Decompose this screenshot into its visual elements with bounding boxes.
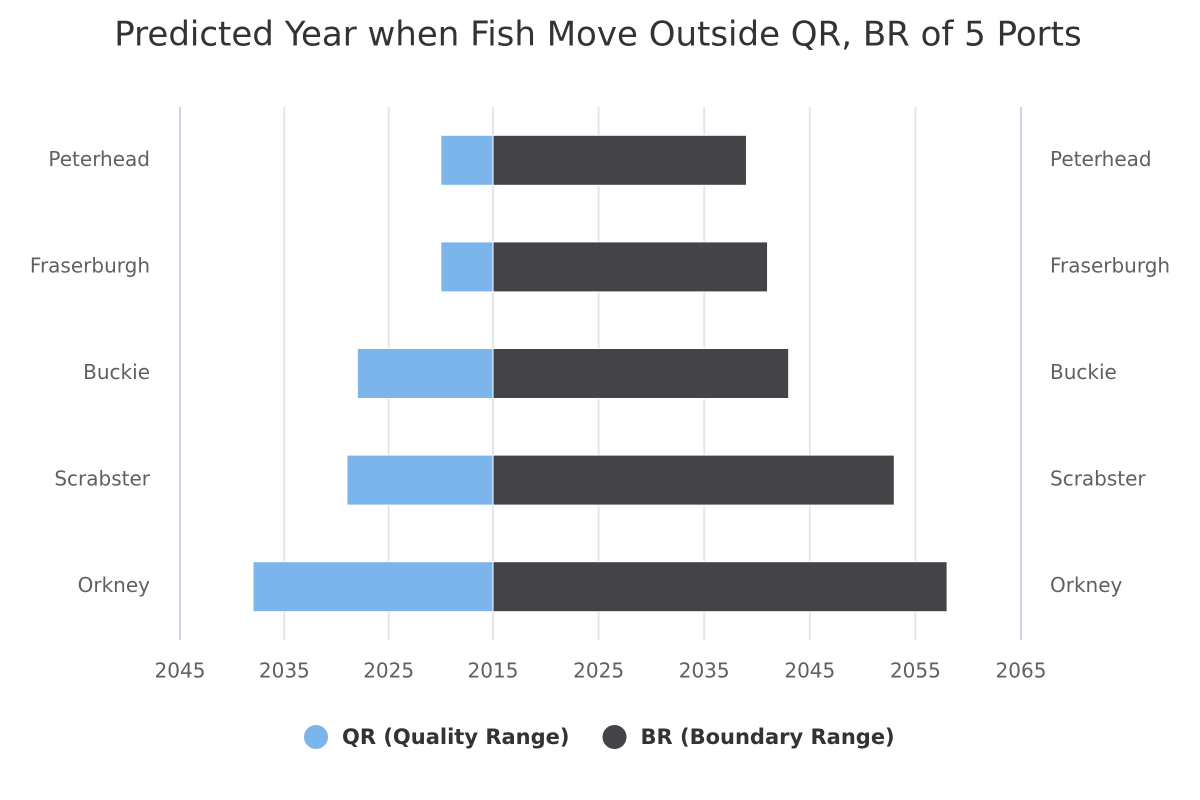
bar — [346, 454, 494, 506]
x-tick-label: 2035 — [679, 659, 730, 683]
category-label: Peterhead — [48, 147, 150, 171]
bar — [356, 348, 494, 399]
legend-label[interactable]: QR (Quality Range) — [342, 725, 570, 749]
category-label: Orkney — [1050, 573, 1123, 597]
x-tick-label: 2045 — [784, 659, 835, 683]
legend-marker — [304, 725, 328, 749]
bar — [440, 241, 494, 293]
bar — [492, 241, 769, 293]
category-label: Peterhead — [1050, 147, 1152, 171]
bar — [492, 454, 895, 506]
x-tick-label: 2055 — [890, 659, 941, 683]
category-label: Scrabster — [1050, 467, 1146, 491]
category-label: Buckie — [83, 360, 150, 384]
x-tick-label: 2035 — [259, 659, 310, 683]
category-label: Scrabster — [54, 467, 150, 491]
bar — [492, 561, 948, 613]
x-tick-label: 2025 — [363, 659, 414, 683]
x-tick-label: 2025 — [573, 659, 624, 683]
x-tick-label: 2065 — [996, 659, 1047, 683]
x-tick-label: 2045 — [155, 659, 206, 683]
category-label: Orkney — [78, 573, 151, 597]
category-label: Fraserburgh — [1050, 253, 1170, 277]
legend-marker — [602, 725, 627, 749]
bar — [252, 561, 494, 613]
bar — [492, 134, 747, 186]
category-label: Buckie — [1050, 360, 1117, 384]
bar — [492, 348, 790, 399]
chart-title: Predicted Year when Fish Move Outside QR… — [114, 15, 1081, 55]
category-label: Fraserburgh — [30, 253, 150, 277]
bar — [440, 134, 494, 186]
x-tick-label: 2015 — [468, 659, 519, 683]
legend-label[interactable]: BR (Boundary Range) — [641, 725, 895, 749]
